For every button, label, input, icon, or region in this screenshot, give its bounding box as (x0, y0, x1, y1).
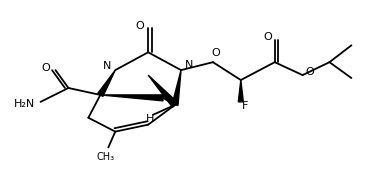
Text: F: F (242, 101, 248, 111)
Text: O: O (41, 63, 50, 73)
Polygon shape (100, 95, 163, 101)
Text: O: O (212, 48, 220, 58)
Polygon shape (172, 70, 181, 105)
Text: CH₃: CH₃ (96, 152, 114, 163)
Text: O: O (136, 21, 144, 31)
Text: N: N (185, 60, 193, 70)
Polygon shape (148, 75, 177, 107)
Text: N: N (103, 61, 111, 71)
Text: O: O (263, 32, 272, 42)
Polygon shape (238, 80, 243, 102)
Polygon shape (98, 70, 115, 96)
Text: H₂N: H₂N (14, 99, 36, 109)
Text: H: H (146, 114, 154, 124)
Text: O: O (305, 67, 314, 77)
